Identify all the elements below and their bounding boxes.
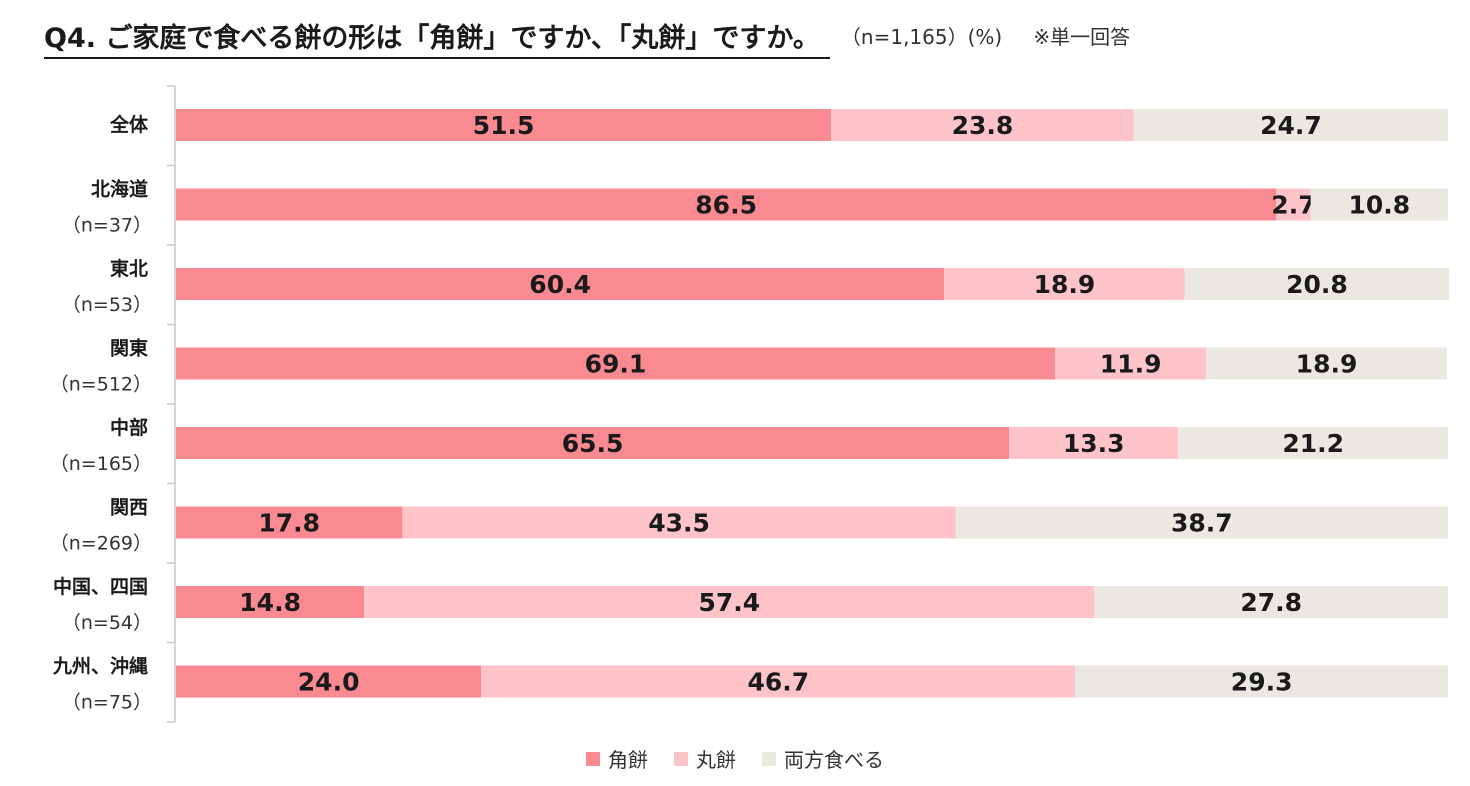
sample-size-label: （n=512） (50, 374, 152, 396)
data-label: 21.2 (1282, 429, 1344, 458)
data-label: 43.5 (648, 509, 710, 538)
bar-segment (831, 109, 1134, 141)
data-label: 29.3 (1231, 668, 1293, 697)
bar-segment (176, 347, 1055, 380)
legend: 角餅 丸餅 両方食べる (0, 744, 1470, 773)
sample-size-label: （n=269） (50, 533, 152, 555)
bar-segment (176, 109, 832, 141)
data-label: 20.8 (1286, 270, 1348, 299)
sample-size-label: （n=75） (62, 692, 152, 714)
legend-item: 角餅 (586, 744, 648, 773)
category-label: 関西 (110, 497, 148, 519)
data-label: 86.5 (695, 191, 757, 220)
legend-label: 両方食べる (784, 748, 884, 772)
bar-segment (955, 506, 1448, 539)
data-label: 57.4 (698, 588, 760, 617)
legend-swatch (586, 751, 600, 766)
legend-swatch (674, 751, 688, 766)
category-label: 全体 (109, 113, 149, 136)
bar-segment (176, 586, 365, 618)
bar-segment (176, 506, 403, 539)
bar-segment (1184, 268, 1450, 300)
bar-segment (402, 506, 956, 539)
bar-segment (481, 665, 1076, 698)
chart-note: ※単一回答 (1033, 25, 1131, 49)
bar-segment (1054, 347, 1207, 380)
category-label: 関東 (110, 337, 148, 360)
sample-size-label: （n=165） (50, 453, 152, 475)
bar-segment (1310, 188, 1448, 221)
sample-size-label: （n=53） (62, 294, 152, 316)
stacked-bar-chart: 全体 51.5 23.8 24.7 北海道 （n=37） 86.5 2.7 10.8 東北 （n=5… (50, 85, 1450, 723)
bar-segment (944, 268, 1185, 300)
bar-segment (1009, 427, 1179, 459)
chart-subtitle: （n=1,165）(%) (840, 25, 1003, 49)
bar-segment (1276, 188, 1311, 221)
bar-segment (176, 427, 1010, 459)
data-label: 18.9 (1034, 270, 1096, 299)
sample-size-label: （n=37） (62, 215, 152, 237)
data-label: 18.9 (1296, 350, 1358, 379)
bar-segment (176, 268, 945, 300)
data-label: 17.8 (258, 509, 320, 538)
data-label: 23.8 (952, 111, 1014, 140)
sample-size-label: （n=54） (62, 612, 152, 634)
category-label: 北海道 (91, 178, 148, 201)
category-label: 東北 (110, 257, 148, 280)
legend-label: 角餅 (608, 748, 648, 772)
bar-segment (1178, 427, 1448, 459)
title-block: Q4. ご家庭で食べる餅の形は「角餅」ですか、「丸餅」ですか。 （n=1,165… (44, 16, 1130, 59)
data-label: 60.4 (529, 270, 591, 299)
bar-segment (1206, 347, 1447, 380)
bar-segment (176, 188, 1277, 221)
data-label: 2.7 (1271, 191, 1315, 220)
data-label: 24.0 (298, 668, 360, 697)
data-label: 13.3 (1063, 429, 1125, 458)
bar-segment (1094, 586, 1448, 618)
legend-swatch (762, 751, 776, 766)
data-label: 65.5 (562, 429, 624, 458)
legend-item: 両方食べる (762, 744, 884, 773)
category-label: 中国、四国 (53, 575, 148, 598)
data-label: 38.7 (1171, 509, 1233, 538)
data-label: 51.5 (473, 111, 535, 140)
data-label: 69.1 (585, 350, 647, 379)
legend-item: 丸餅 (674, 744, 736, 773)
bar-segment (176, 665, 482, 698)
data-label: 14.8 (239, 588, 301, 617)
data-label: 24.7 (1260, 111, 1322, 140)
data-label: 11.9 (1100, 350, 1162, 379)
data-label: 27.8 (1240, 588, 1302, 617)
category-label: 中部 (110, 416, 148, 439)
bar-segment (364, 586, 1095, 618)
bar-segment (1133, 109, 1448, 141)
chart-title: Q4. ご家庭で食べる餅の形は「角餅」ですか、「丸餅」ですか。 (44, 16, 830, 59)
category-label: 九州、沖縄 (52, 655, 148, 678)
data-label: 46.7 (747, 668, 809, 697)
legend-label: 丸餅 (696, 748, 736, 772)
bar-segment (1075, 665, 1448, 698)
data-label: 10.8 (1348, 191, 1410, 220)
